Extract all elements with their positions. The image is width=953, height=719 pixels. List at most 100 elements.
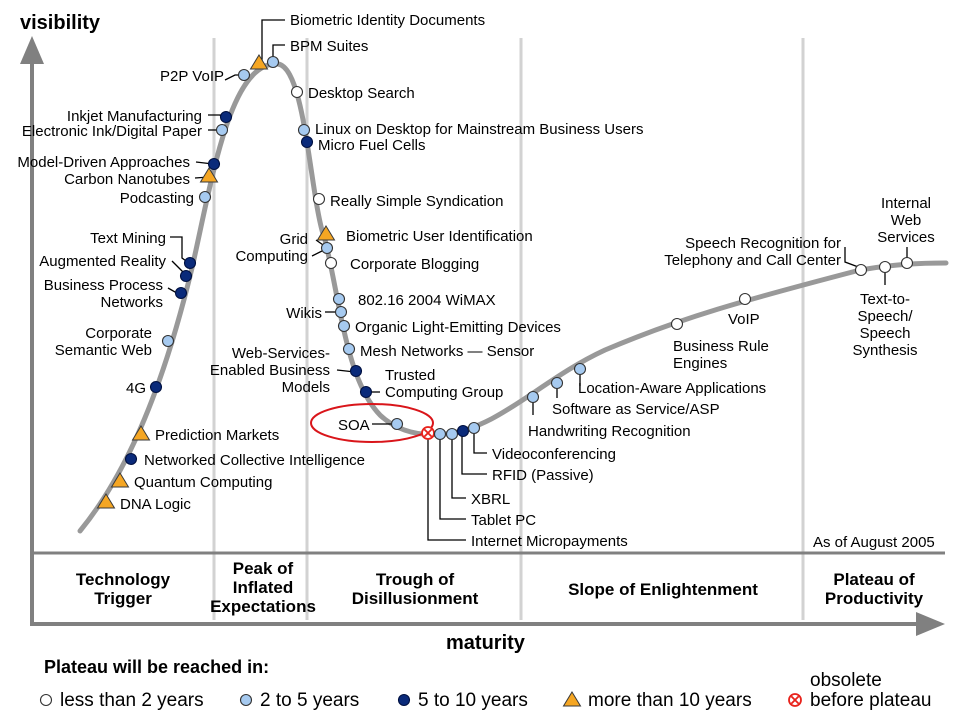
circle-marker-icon: [433, 427, 447, 441]
tech-marker: [110, 472, 130, 488]
circle-marker-icon: [445, 427, 459, 441]
legend-item-2to5: 2 to 5 years: [239, 690, 359, 711]
tech-label: Augmented Reality: [39, 253, 166, 270]
tech-label: Really Simple Syndication: [330, 193, 503, 210]
circle-marker-icon: [390, 417, 404, 431]
tech-marker: [526, 390, 540, 404]
tech-marker: [207, 157, 221, 171]
tech-label-multiline: Trusted Computing Group: [385, 367, 503, 401]
tech-marker: [359, 385, 373, 399]
tech-marker: [149, 380, 163, 394]
tech-marker: [332, 292, 346, 306]
tech-label: Text Mining: [90, 230, 166, 247]
triangle-marker-icon: [316, 225, 336, 241]
tech-marker: [96, 493, 116, 509]
tech-label: Podcasting: [120, 190, 194, 207]
circle-marker-icon: [237, 68, 251, 82]
tech-label: Networked Collective Intelligence: [144, 452, 365, 469]
tech-marker: [433, 427, 447, 441]
tech-label: Organic Light-Emitting Devices: [355, 319, 561, 336]
circle-marker-icon: [349, 364, 363, 378]
tech-label-multiline: Speech Recognition for Telephony and Call…: [664, 235, 841, 269]
circle-marker-icon: [179, 269, 193, 283]
tech-label: XBRL: [471, 491, 510, 508]
phase-labels: Technology Trigger Peak of Inflated Expecta…: [76, 559, 924, 616]
tech-label-multiline: Text-to-Speech/Speech Synthesis: [852, 291, 917, 359]
tech-label: Desktop Search: [308, 85, 415, 102]
tech-marker: [179, 269, 193, 283]
circle-marker-icon: [573, 362, 587, 376]
tech-label: Videoconferencing: [492, 446, 616, 463]
circle-marker-icon: [324, 256, 338, 270]
legend-item-obsolete: obsolete before plateau: [788, 670, 932, 711]
tech-label: Micro Fuel Cells: [318, 137, 426, 154]
phase-slope: Slope of Enlightenment: [568, 580, 758, 599]
tech-label: Software as Service/ASP: [552, 401, 720, 418]
tech-label: Quantum Computing: [134, 474, 272, 491]
technology-markers: [96, 54, 914, 509]
y-axis-label: visibility: [20, 12, 101, 34]
tech-marker: [297, 123, 311, 137]
legend-item-5to10: 5 to 10 years: [397, 690, 528, 711]
circle-marker-icon: [297, 123, 311, 137]
legend-label-top: obsolete: [810, 670, 882, 691]
tech-label: 802.16 2004 WiMAX: [358, 292, 496, 309]
circle-marker-icon: [854, 263, 868, 277]
circle-marker-icon: [550, 376, 564, 390]
tech-marker: [738, 292, 752, 306]
tech-marker: [237, 68, 251, 82]
legend-label: less than 2 years: [60, 690, 204, 711]
triangle-marker-icon: [110, 472, 130, 488]
x-axis-label: maturity: [446, 632, 526, 654]
circle-marker-icon: [300, 135, 314, 149]
circle-marker-icon: [342, 342, 356, 356]
tech-marker: [266, 55, 280, 69]
phase-plateau: Plateau of Productivity: [825, 570, 924, 608]
triangle-marker-icon: [562, 691, 582, 707]
circle-marker-icon: [207, 157, 221, 171]
tech-marker: [670, 317, 684, 331]
tech-marker: [249, 54, 269, 70]
phase-technology-trigger: Technology Trigger: [76, 570, 171, 608]
tech-label: BPM Suites: [290, 38, 368, 55]
tech-marker: [290, 85, 304, 99]
tech-marker: [467, 421, 481, 435]
tech-marker: [161, 334, 175, 348]
tech-marker: [334, 305, 348, 319]
tech-marker: [421, 426, 435, 440]
tech-marker: [337, 319, 351, 333]
legend-label: before plateau: [810, 690, 932, 711]
triangle-marker-icon: [96, 493, 116, 509]
circle-marker-icon: [332, 292, 346, 306]
tech-marker: [312, 192, 326, 206]
tech-label: P2P VoIP: [160, 68, 224, 85]
tech-label-multiline: Internal Web Services: [877, 195, 935, 246]
tech-label: Corporate Blogging: [350, 256, 479, 273]
as-of-date: As of August 2005: [813, 534, 935, 551]
tech-label-multiline: Business Rule Engines: [673, 338, 769, 372]
obsolete-marker-icon: [788, 693, 802, 707]
tech-label: Prediction Markets: [155, 427, 279, 444]
legend-title: Plateau will be reached in:: [44, 657, 269, 677]
tech-marker: [124, 452, 138, 466]
tech-label-multiline: Web-Services-Enabled Business Models: [210, 345, 330, 396]
tech-marker: [199, 167, 219, 183]
tech-marker: [349, 364, 363, 378]
circle-marker-icon: [198, 190, 212, 204]
tech-label: Electronic Ink/Digital Paper: [22, 123, 202, 140]
legend-item-gt10: more than 10 years: [562, 690, 752, 711]
legend-label: 2 to 5 years: [260, 690, 359, 711]
tech-label: Biometric User Identification: [346, 228, 533, 245]
circle-marker-icon: [183, 256, 197, 270]
tech-label: VoIP: [728, 311, 760, 328]
legend: Plateau will be reached in: less than 2 …: [39, 657, 932, 711]
tech-marker: [342, 342, 356, 356]
tech-label-multiline: Business Process Networks: [44, 277, 163, 311]
tech-marker: [183, 256, 197, 270]
tech-marker: [854, 263, 868, 277]
legend-item-lt2: less than 2 years: [39, 690, 204, 711]
tech-label: Wikis: [286, 305, 322, 322]
tech-marker: [390, 417, 404, 431]
circle-marker-icon: [215, 123, 229, 137]
